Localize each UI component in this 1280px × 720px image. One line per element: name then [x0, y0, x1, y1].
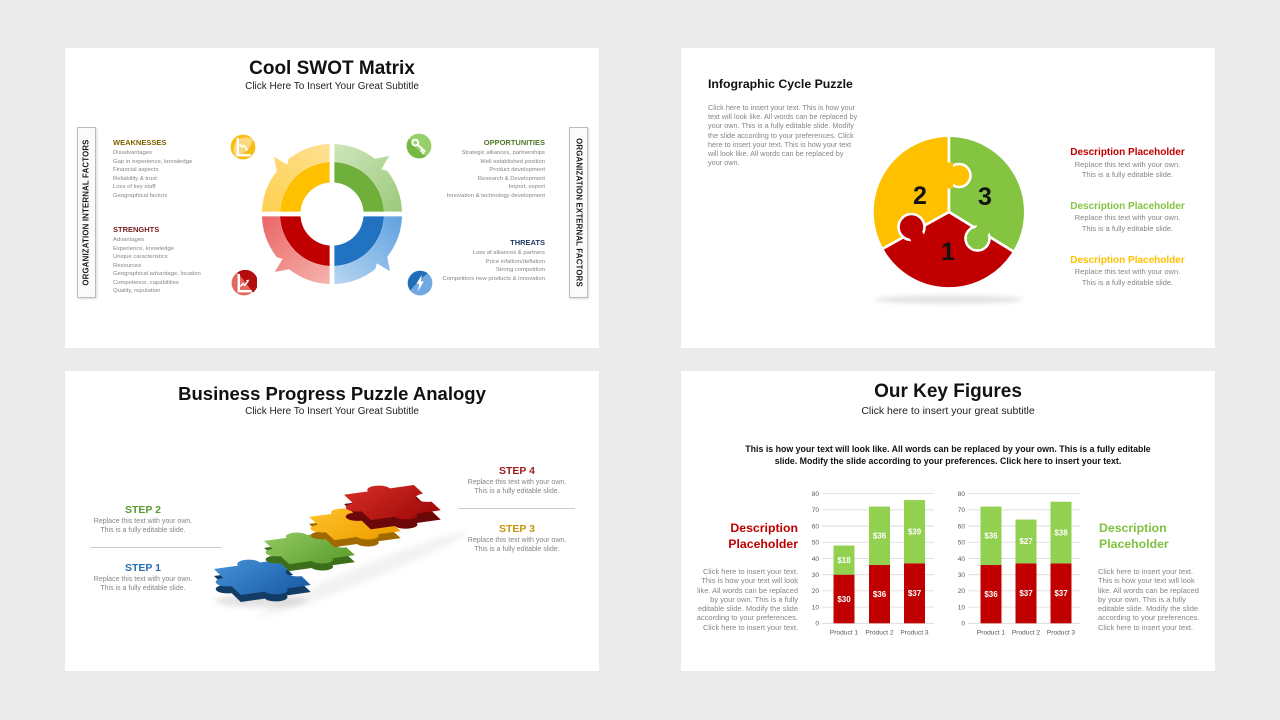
svg-text:$37: $37 — [1019, 589, 1033, 598]
svg-text:20: 20 — [958, 588, 966, 595]
svg-text:50: 50 — [812, 540, 820, 547]
svg-text:Product 3: Product 3 — [900, 629, 929, 636]
svg-text:80: 80 — [958, 491, 966, 498]
svg-text:30: 30 — [812, 572, 820, 579]
svg-text:1: 1 — [941, 238, 955, 266]
svg-text:$30: $30 — [837, 595, 851, 604]
svg-text:$39: $39 — [908, 528, 922, 537]
svg-text:Product 2: Product 2 — [1012, 629, 1041, 636]
svg-text:$36: $36 — [873, 532, 887, 541]
svg-text:Product 1: Product 1 — [977, 629, 1006, 636]
svg-text:50: 50 — [958, 540, 966, 547]
svg-text:$38: $38 — [1054, 528, 1068, 537]
svg-text:$36: $36 — [984, 590, 998, 599]
svg-text:0: 0 — [815, 621, 819, 628]
svg-text:$36: $36 — [984, 532, 998, 541]
svg-text:70: 70 — [812, 507, 820, 514]
svg-text:$36: $36 — [873, 590, 887, 599]
svg-text:70: 70 — [958, 507, 966, 514]
svg-text:$37: $37 — [908, 589, 922, 598]
svg-text:10: 10 — [812, 604, 820, 611]
svg-text:Product 3: Product 3 — [1047, 629, 1076, 636]
svg-text:80: 80 — [812, 491, 820, 498]
svg-text:20: 20 — [812, 588, 820, 595]
svg-text:40: 40 — [958, 556, 966, 563]
svg-text:10: 10 — [958, 604, 966, 611]
svg-text:60: 60 — [958, 523, 966, 530]
svg-text:2: 2 — [913, 182, 927, 210]
svg-text:30: 30 — [958, 572, 966, 579]
svg-text:3: 3 — [978, 183, 992, 211]
svg-text:40: 40 — [812, 556, 820, 563]
svg-text:$27: $27 — [1019, 537, 1033, 546]
svg-text:$37: $37 — [1054, 589, 1068, 598]
svg-text:Product 2: Product 2 — [865, 629, 894, 636]
svg-text:0: 0 — [961, 621, 965, 628]
svg-text:$18: $18 — [837, 556, 851, 565]
svg-text:Product 1: Product 1 — [830, 629, 859, 636]
svg-text:60: 60 — [812, 523, 820, 530]
